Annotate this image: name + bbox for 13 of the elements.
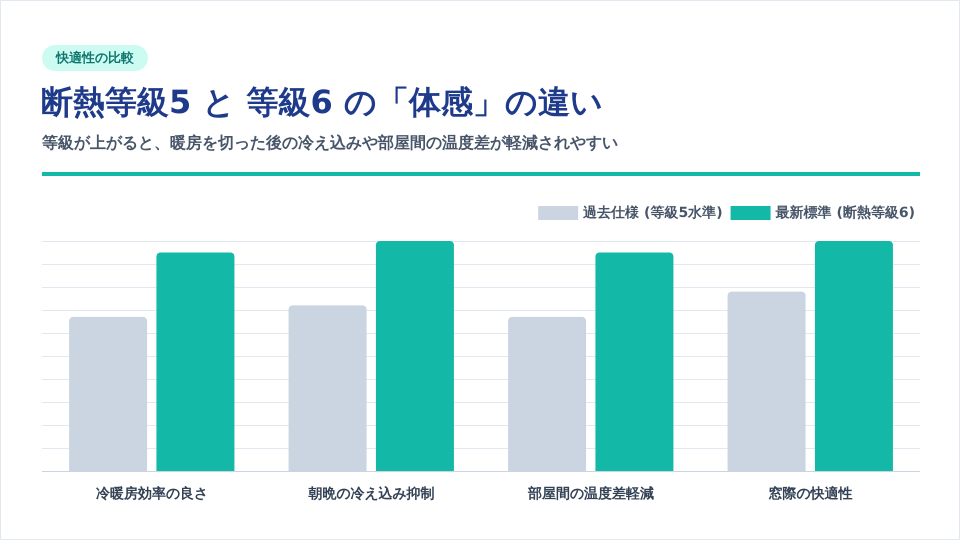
x-tick-label: 朝晩の冷え込み抑制: [307, 486, 434, 502]
bar: [595, 252, 674, 471]
chart-subtitle: 等級が上がると、暖房を切った後の冷え込みや部屋間の温度差が軽減されやすい: [42, 133, 618, 154]
x-tick-label: 部屋間の温度差軽減: [526, 485, 654, 502]
bar: [156, 252, 234, 471]
legend-label: 最新標準 (断熱等級6): [774, 204, 916, 221]
x-tick-label: 冷暖房効率の良さ: [96, 485, 208, 502]
chart-title: 断熱等級5 と 等級6 の「体感」の違い: [41, 82, 603, 123]
bar: [814, 241, 893, 471]
legend-label: 過去仕様 (等級5水準): [582, 205, 723, 221]
text: 快適性の比較: [42, 45, 148, 71]
bar: [376, 241, 454, 471]
x-tick-label: 窓際の快適性: [768, 485, 852, 502]
